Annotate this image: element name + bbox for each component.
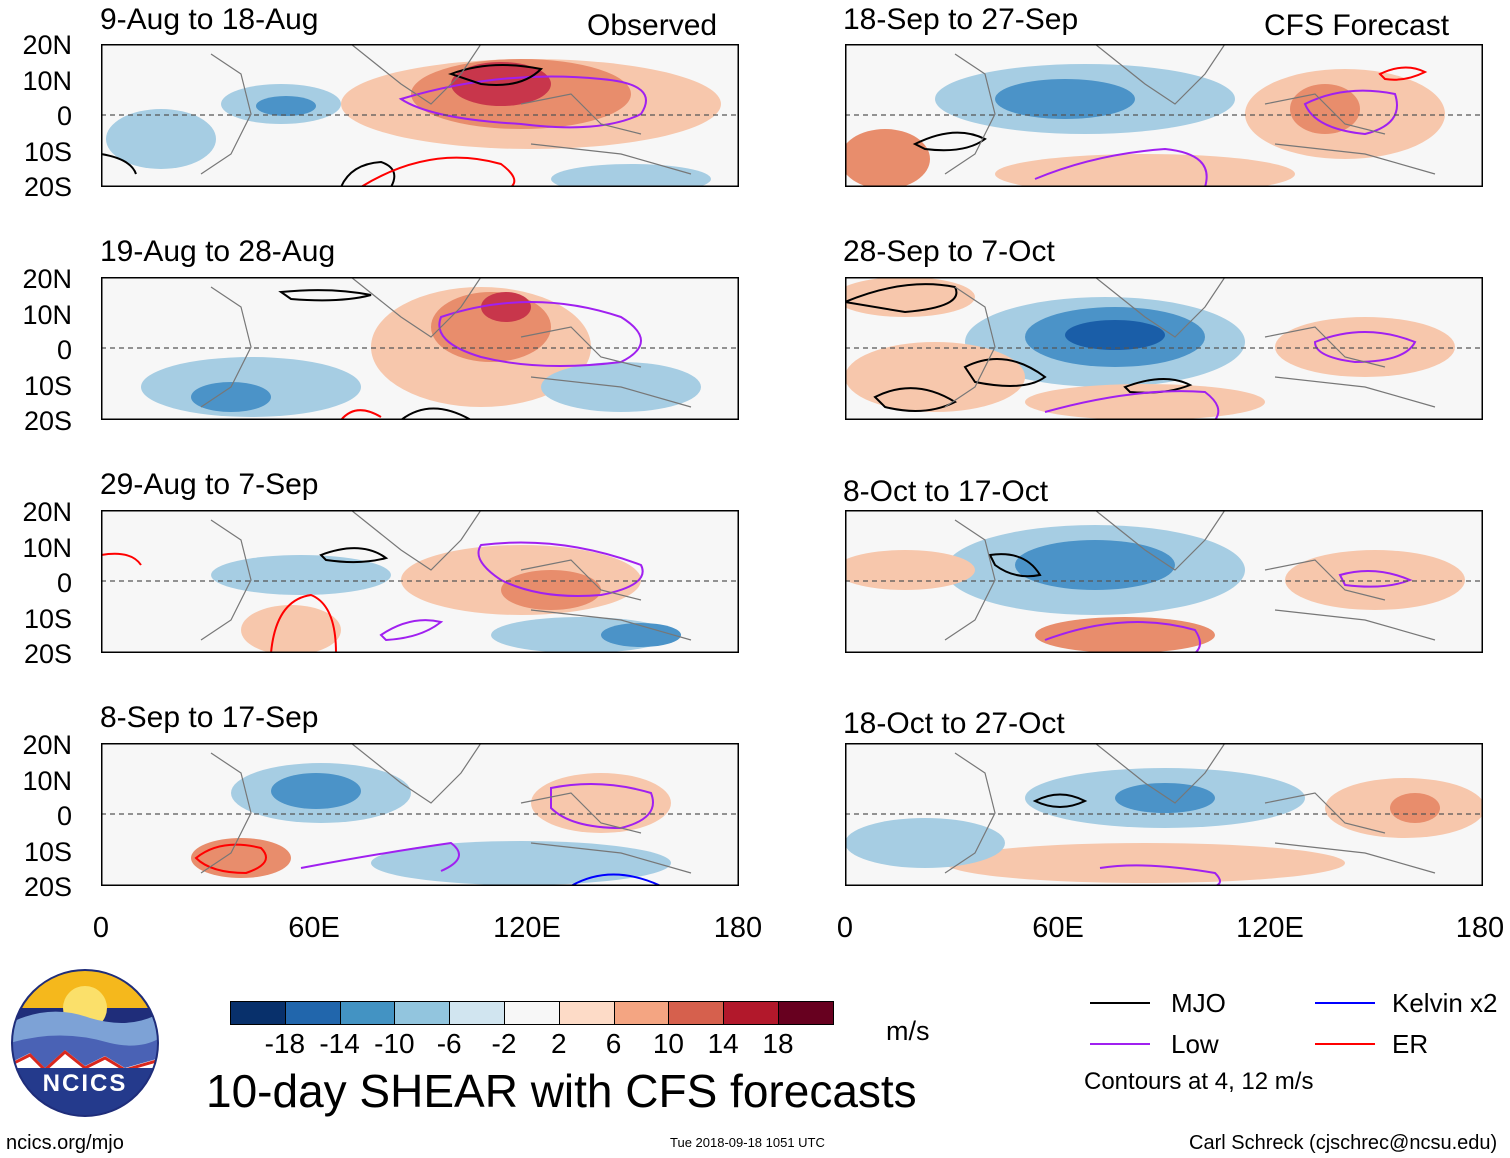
- panel-title-5: 18-Sep to 27-Sep: [843, 3, 1079, 36]
- colorbar-tick-label: 14: [707, 1028, 739, 1059]
- colorbar-tick-label: -10: [374, 1028, 415, 1059]
- colorbar-tick-label: -6: [436, 1028, 462, 1059]
- colorbar-tick-label: 2: [551, 1028, 567, 1059]
- x-label-120e: 120E: [1236, 912, 1304, 944]
- y-label-10s: 10S: [23, 137, 72, 167]
- y-label-20s: 20S: [23, 872, 72, 902]
- map-panel-8: [845, 743, 1483, 886]
- shear-map-2: [101, 277, 739, 420]
- cfs-forecast-label: CFS Forecast: [1264, 9, 1450, 42]
- panel-title-1: 9-Aug to 18-Aug: [100, 3, 319, 36]
- map-panel-7: [845, 510, 1483, 653]
- y-label-10s: 10S: [23, 604, 72, 634]
- colorbar-swatch: [504, 1001, 560, 1025]
- y-label-0: 0: [56, 568, 72, 598]
- y-label-20s: 20S: [23, 172, 72, 202]
- colorbar-swatch: [558, 1001, 615, 1025]
- y-label-20s: 20S: [23, 406, 72, 436]
- colorbar-swatch: [723, 1001, 779, 1025]
- logo-text: NCICS: [42, 1070, 128, 1097]
- panel-title-7: 8-Oct to 17-Oct: [843, 475, 1049, 508]
- x-label-0: 0: [92, 912, 110, 944]
- map-panel-1: [101, 44, 739, 187]
- ncics-logo[interactable]: NCICS: [10, 968, 160, 1118]
- shear-map-5: [845, 44, 1483, 187]
- x-label-180: 180: [1455, 912, 1505, 944]
- y-label-10n: 10N: [22, 66, 72, 96]
- x-label-180: 180: [713, 912, 763, 944]
- y-label-10n: 10N: [22, 300, 72, 330]
- legend-low-line: [1090, 1043, 1150, 1045]
- x-label-60e: 60E: [288, 912, 340, 944]
- colorbar-unit: m/s: [886, 1016, 930, 1046]
- footer-timestamp: Tue 2018-09-18 1051 UTC: [670, 1135, 825, 1150]
- shear-map-4: [101, 743, 739, 886]
- panel-title-2: 19-Aug to 28-Aug: [100, 235, 336, 268]
- logo-graphic: [11, 969, 159, 1117]
- shear-map-8: [845, 743, 1483, 886]
- colorbar-tick-label: -18: [264, 1028, 306, 1059]
- colorbar-swatch: [339, 1001, 396, 1025]
- observed-label: Observed: [587, 9, 718, 42]
- colorbar-swatch: [778, 1001, 834, 1025]
- legend-mjo-label: MJO: [1171, 988, 1226, 1018]
- y-label-10n: 10N: [22, 533, 72, 563]
- y-label-0: 0: [56, 801, 72, 831]
- panel-title-6: 28-Sep to 7-Oct: [843, 235, 1055, 268]
- colorbar-tick-label: 6: [605, 1028, 622, 1059]
- colorbar-swatch: [449, 1001, 505, 1025]
- colorbar-swatch: [394, 1001, 451, 1025]
- map-panel-6: [845, 277, 1483, 420]
- panel-title-8: 18-Oct to 27-Oct: [843, 707, 1065, 740]
- map-panel-5: [845, 44, 1483, 187]
- y-label-20n: 20N: [22, 730, 72, 760]
- y-label-0: 0: [56, 335, 72, 365]
- colorbar-tick-label: -14: [319, 1028, 360, 1059]
- y-label-20n: 20N: [22, 264, 72, 294]
- legend-contours-note: Contours at 4, 12 m/s: [1084, 1068, 1314, 1095]
- panel-title-3: 29-Aug to 7-Sep: [100, 468, 319, 501]
- footer-credit: Carl Schreck (cjschrec@ncsu.edu): [1189, 1132, 1498, 1154]
- shear-map-3: [101, 510, 739, 653]
- map-panel-2: [101, 277, 739, 420]
- legend-er-line: [1315, 1043, 1375, 1045]
- legend-mjo-line: [1090, 1002, 1150, 1004]
- colorbar-swatch: [668, 1001, 725, 1025]
- legend-low-label: Low: [1171, 1029, 1219, 1059]
- y-label-20s: 20S: [23, 639, 72, 669]
- colorbar-swatch: [613, 1001, 670, 1025]
- footer-url[interactable]: ncics.org/mjo: [6, 1132, 124, 1154]
- y-label-0: 0: [56, 101, 72, 131]
- map-panel-4: [101, 743, 739, 886]
- shear-map-6: [845, 277, 1483, 420]
- colorbar-tick-label: 10: [652, 1028, 684, 1059]
- y-label-20n: 20N: [22, 30, 72, 60]
- x-label-0: 0: [836, 912, 854, 944]
- panel-title-4: 8-Sep to 17-Sep: [100, 701, 319, 734]
- map-panel-3: [101, 510, 739, 653]
- legend-er-label: ER: [1392, 1029, 1429, 1059]
- main-title: 10-day SHEAR with CFS forecasts: [206, 1065, 917, 1117]
- legend-kelvin-label: Kelvin x2: [1392, 988, 1498, 1018]
- y-label-20n: 20N: [22, 497, 72, 527]
- legend-kelvin-line: [1315, 1002, 1375, 1004]
- x-label-120e: 120E: [493, 912, 561, 944]
- y-label-10n: 10N: [22, 766, 72, 796]
- x-label-60e: 60E: [1032, 912, 1084, 944]
- y-label-10s: 10S: [23, 371, 72, 401]
- colorbar-tick-label: -2: [491, 1028, 517, 1059]
- colorbar-swatch: [284, 1001, 341, 1025]
- shear-map-7: [845, 510, 1483, 653]
- y-label-10s: 10S: [23, 837, 72, 867]
- colorbar-swatch: [230, 1001, 286, 1025]
- colorbar-tick-label: 18: [762, 1028, 794, 1059]
- shear-map-1: [101, 44, 739, 187]
